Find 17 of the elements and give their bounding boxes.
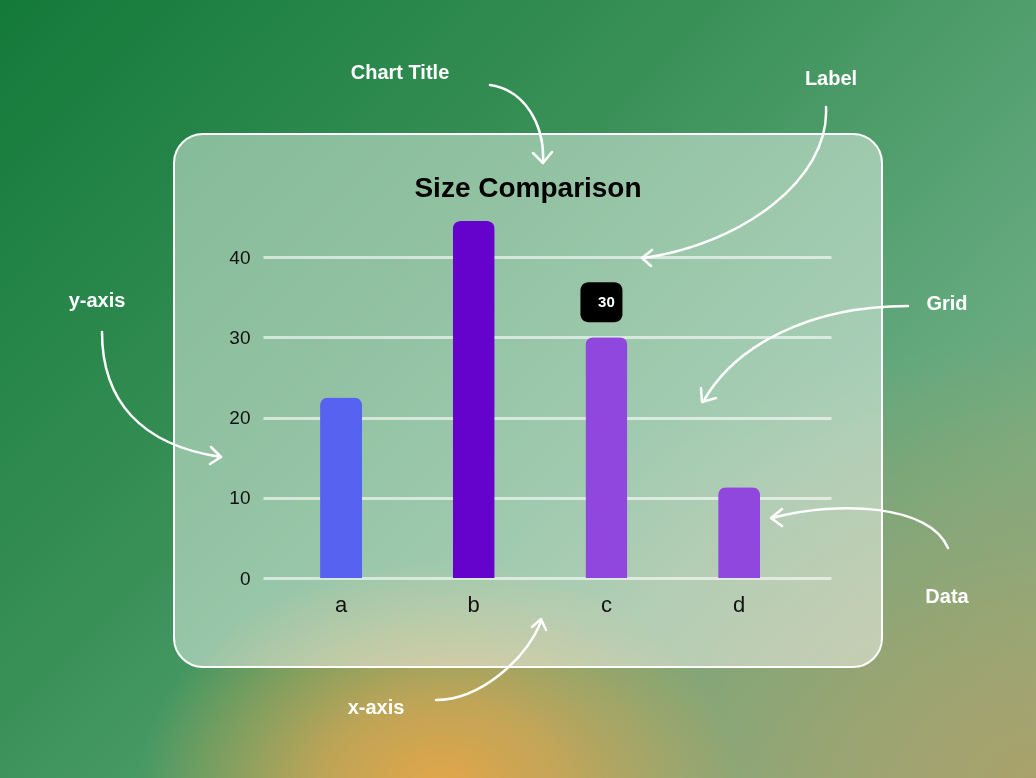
text: Grid — [926, 292, 968, 314]
y-tick-label: 40 — [229, 246, 251, 268]
x-tick-label: b — [467, 591, 480, 617]
x-tick-label: a — [334, 591, 348, 617]
y-tick-label: 20 — [229, 407, 251, 429]
text: y-axis — [68, 289, 126, 311]
text: Data — [925, 585, 969, 607]
x-tick-label: c — [600, 591, 612, 617]
y-tick-label: 30 — [229, 326, 251, 348]
y-tick-label: 0 — [239, 567, 251, 589]
y-tick-label: 10 — [229, 487, 251, 509]
chart-title: Size Comparison — [414, 172, 642, 203]
x-tick-label: d — [733, 591, 746, 617]
text: x-axis — [347, 696, 405, 718]
text: Label — [804, 67, 858, 89]
data-label: 30 — [598, 293, 615, 311]
text: Chart Title — [350, 61, 450, 83]
